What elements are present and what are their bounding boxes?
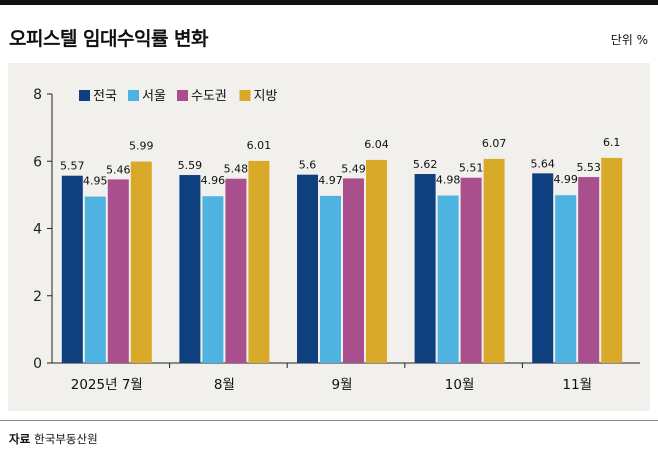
source-text: 한국부동산원 bbox=[34, 432, 98, 446]
data-label: 5.53 bbox=[576, 161, 601, 174]
bar-전국 bbox=[179, 175, 201, 363]
data-label: 5.6 bbox=[299, 159, 317, 172]
y-tick-label: 4 bbox=[33, 222, 42, 238]
bar-수도권 bbox=[578, 177, 600, 363]
data-label: 6.01 bbox=[247, 139, 272, 152]
bar-수도권 bbox=[343, 178, 364, 363]
data-label: 5.46 bbox=[106, 163, 131, 176]
source-note: 자료 한국부동산원 bbox=[9, 431, 98, 447]
bar-서울 bbox=[437, 195, 459, 363]
legend-swatch-서울 bbox=[128, 90, 139, 101]
data-label: 5.64 bbox=[530, 157, 555, 170]
x-tick-label: 11월 bbox=[562, 377, 592, 393]
bar-지방 bbox=[248, 160, 270, 363]
y-tick-label: 2 bbox=[33, 289, 42, 305]
bar-전국 bbox=[61, 175, 83, 363]
data-label: 5.49 bbox=[341, 162, 366, 175]
top-rule bbox=[0, 0, 658, 5]
data-label: 6.04 bbox=[364, 138, 389, 151]
x-tick-label: 2025년 7월 bbox=[71, 377, 143, 393]
data-label: 5.51 bbox=[459, 162, 484, 175]
bottom-rule bbox=[0, 420, 658, 421]
bar-서울 bbox=[320, 195, 341, 363]
bar-수도권 bbox=[460, 177, 482, 363]
legend-swatch-전국 bbox=[79, 90, 90, 101]
data-label: 5.59 bbox=[178, 159, 203, 172]
legend-swatch-지방 bbox=[239, 90, 251, 101]
data-label: 6.07 bbox=[482, 137, 507, 150]
bar-지방 bbox=[601, 157, 623, 363]
data-label: 4.96 bbox=[201, 174, 226, 187]
chart-title: 오피스텔 임대수익률 변화 bbox=[9, 28, 209, 50]
data-label: 5.62 bbox=[413, 158, 438, 171]
unit-label: 단위 % bbox=[610, 33, 648, 47]
legend-label: 전국 bbox=[93, 89, 117, 104]
source-label: 자료 bbox=[9, 432, 31, 446]
data-label: 6.1 bbox=[603, 136, 621, 149]
bar-전국 bbox=[532, 173, 554, 363]
y-tick-label: 0 bbox=[33, 356, 42, 372]
bar-지방 bbox=[130, 161, 152, 363]
bar-서울 bbox=[84, 196, 106, 363]
bar-지방 bbox=[366, 159, 387, 363]
bar-서울 bbox=[202, 196, 224, 363]
data-label: 5.99 bbox=[129, 140, 154, 153]
bar-전국 bbox=[414, 174, 436, 363]
legend-label: 수도권 bbox=[191, 89, 227, 104]
bar-수도권 bbox=[225, 178, 247, 363]
y-tick-label: 8 bbox=[33, 87, 42, 103]
legend-label: 서울 bbox=[142, 89, 166, 104]
bar-지방 bbox=[483, 158, 505, 363]
legend-swatch-수도권 bbox=[177, 90, 188, 101]
data-label: 4.95 bbox=[83, 175, 108, 188]
legend-label: 지방 bbox=[254, 89, 278, 104]
x-tick-label: 9월 bbox=[331, 377, 352, 393]
data-label: 4.97 bbox=[318, 174, 343, 187]
bar-전국 bbox=[297, 174, 318, 363]
data-label: 5.57 bbox=[60, 160, 85, 173]
data-label: 4.99 bbox=[553, 173, 578, 186]
bar-수도권 bbox=[107, 179, 129, 363]
x-tick-label: 8월 bbox=[214, 377, 235, 393]
y-tick-label: 6 bbox=[33, 154, 42, 170]
data-label: 4.98 bbox=[436, 174, 461, 187]
bar-서울 bbox=[555, 195, 577, 363]
data-label: 5.48 bbox=[224, 163, 249, 176]
x-tick-label: 10월 bbox=[445, 377, 475, 393]
